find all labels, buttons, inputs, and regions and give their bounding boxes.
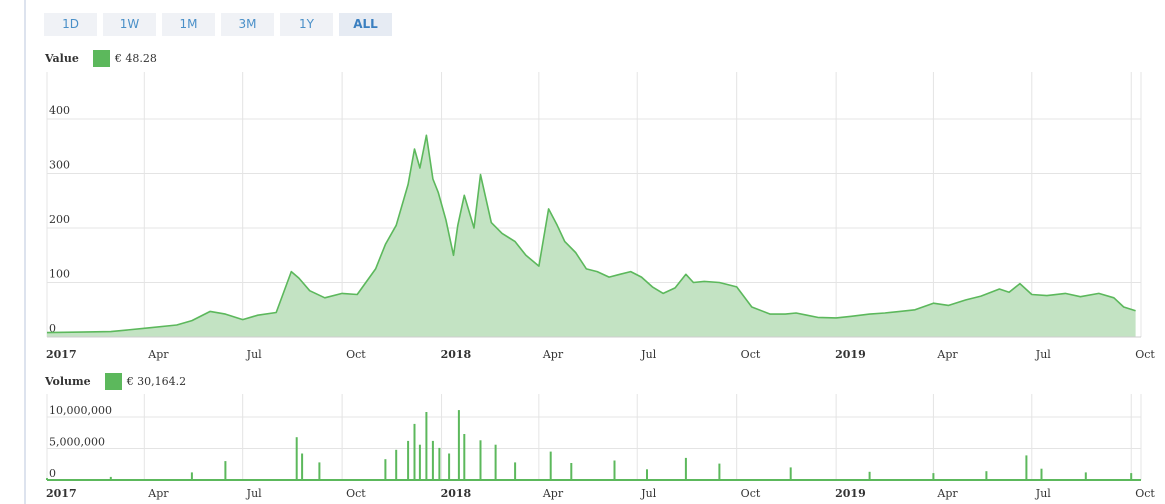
volume-bar xyxy=(868,471,871,480)
range-1w-button[interactable]: 1W xyxy=(103,13,156,36)
volume-bar xyxy=(438,447,441,480)
volume-bar xyxy=(985,471,988,480)
value-area xyxy=(47,135,1136,337)
volume-bar xyxy=(646,469,648,480)
range-1m-button[interactable]: 1M xyxy=(162,13,215,36)
value-legend-name: Value xyxy=(45,52,79,65)
volume-bar xyxy=(431,440,434,480)
volume-bar xyxy=(718,463,721,480)
value-x-tick-label: 2019 xyxy=(835,348,866,361)
value-legend: Value € 48.28 xyxy=(45,50,157,67)
value-y-tick-label: 100 xyxy=(49,268,70,281)
value-x-tick-label: 2017 xyxy=(46,348,77,361)
value-line xyxy=(46,134,1136,334)
volume-x-tick-label: Apr xyxy=(147,487,169,500)
volume-bar xyxy=(1025,455,1028,480)
volume-legend: Volume € 30,164.2 xyxy=(45,373,186,390)
range-selector: 1D 1W 1M 3M 1Y ALL xyxy=(44,13,392,36)
volume-bar xyxy=(384,459,387,480)
volume-bar xyxy=(407,440,410,480)
volume-bar xyxy=(448,453,451,480)
range-1d-button[interactable]: 1D xyxy=(44,13,97,36)
value-x-tick-label: Jul xyxy=(1035,348,1051,361)
volume-x-tick-label: Oct xyxy=(346,487,366,500)
volume-bar xyxy=(295,437,298,480)
volume-bar xyxy=(413,423,416,480)
volume-bar xyxy=(457,410,460,480)
volume-bar xyxy=(190,472,193,480)
volume-x-tick-label: 2018 xyxy=(441,487,472,500)
value-x-tick-label: 2018 xyxy=(441,348,472,361)
value-legend-value: € 48.28 xyxy=(114,52,157,65)
volume-bar xyxy=(463,434,466,480)
value-x-tick-label: Apr xyxy=(542,348,564,361)
volume-bar xyxy=(494,444,497,480)
value-x-tick-label: Jul xyxy=(246,348,262,361)
volume-bar xyxy=(613,460,616,480)
volume-bar xyxy=(301,453,304,480)
volume-x-tick-label: Jul xyxy=(640,487,656,500)
volume-bar xyxy=(570,463,573,480)
volume-bar xyxy=(318,462,321,480)
volume-bar xyxy=(425,412,428,480)
range-1y-button[interactable]: 1Y xyxy=(280,13,333,36)
volume-y-tick-label: 10,000,000 xyxy=(49,404,112,417)
volume-x-tick-label: Jul xyxy=(246,487,262,500)
volume-bar xyxy=(1040,468,1043,480)
volume-bar xyxy=(224,461,227,480)
volume-bar xyxy=(1130,473,1133,480)
volume-x-tick-label: Apr xyxy=(936,487,958,500)
value-y-tick-label: 200 xyxy=(49,213,70,226)
volume-bar xyxy=(479,440,482,480)
volume-legend-swatch xyxy=(104,373,122,390)
value-y-tick-label: 300 xyxy=(49,159,70,172)
value-legend-swatch xyxy=(92,50,110,67)
volume-bar xyxy=(789,467,792,480)
value-x-tick-label: Jul xyxy=(640,348,656,361)
volume-bar xyxy=(684,457,687,480)
range-all-button[interactable]: ALL xyxy=(339,13,392,36)
value-x-tick-label: Apr xyxy=(936,348,958,361)
value-x-tick-label: Oct xyxy=(346,348,366,361)
volume-legend-value: € 30,164.2 xyxy=(126,375,187,388)
left-border xyxy=(24,0,26,504)
volume-bar xyxy=(418,444,421,480)
volume-x-tick-label: Apr xyxy=(542,487,564,500)
volume-bar xyxy=(395,449,398,480)
value-y-tick-label: 400 xyxy=(49,104,70,117)
volume-x-tick-label: Jul xyxy=(1035,487,1051,500)
volume-y-tick-label: 5,000,000 xyxy=(49,436,105,449)
value-x-tick-label: Oct xyxy=(1135,348,1155,361)
volume-bar xyxy=(932,473,935,480)
volume-bar xyxy=(549,451,552,480)
volume-bar xyxy=(1084,472,1087,480)
volume-x-tick-label: 2019 xyxy=(835,487,866,500)
volume-x-tick-label: Oct xyxy=(1135,487,1155,500)
volume-bar xyxy=(109,476,112,480)
value-y-tick-label: 0 xyxy=(49,322,56,335)
value-x-tick-label: Oct xyxy=(741,348,761,361)
volume-legend-name: Volume xyxy=(45,375,91,388)
volume-x-tick-label: Oct xyxy=(741,487,761,500)
range-3m-button[interactable]: 3M xyxy=(221,13,274,36)
volume-x-tick-label: 2017 xyxy=(46,487,77,500)
volume-bar xyxy=(514,462,517,480)
value-x-tick-label: Apr xyxy=(147,348,169,361)
volume-y-tick-label: 0 xyxy=(49,467,56,480)
